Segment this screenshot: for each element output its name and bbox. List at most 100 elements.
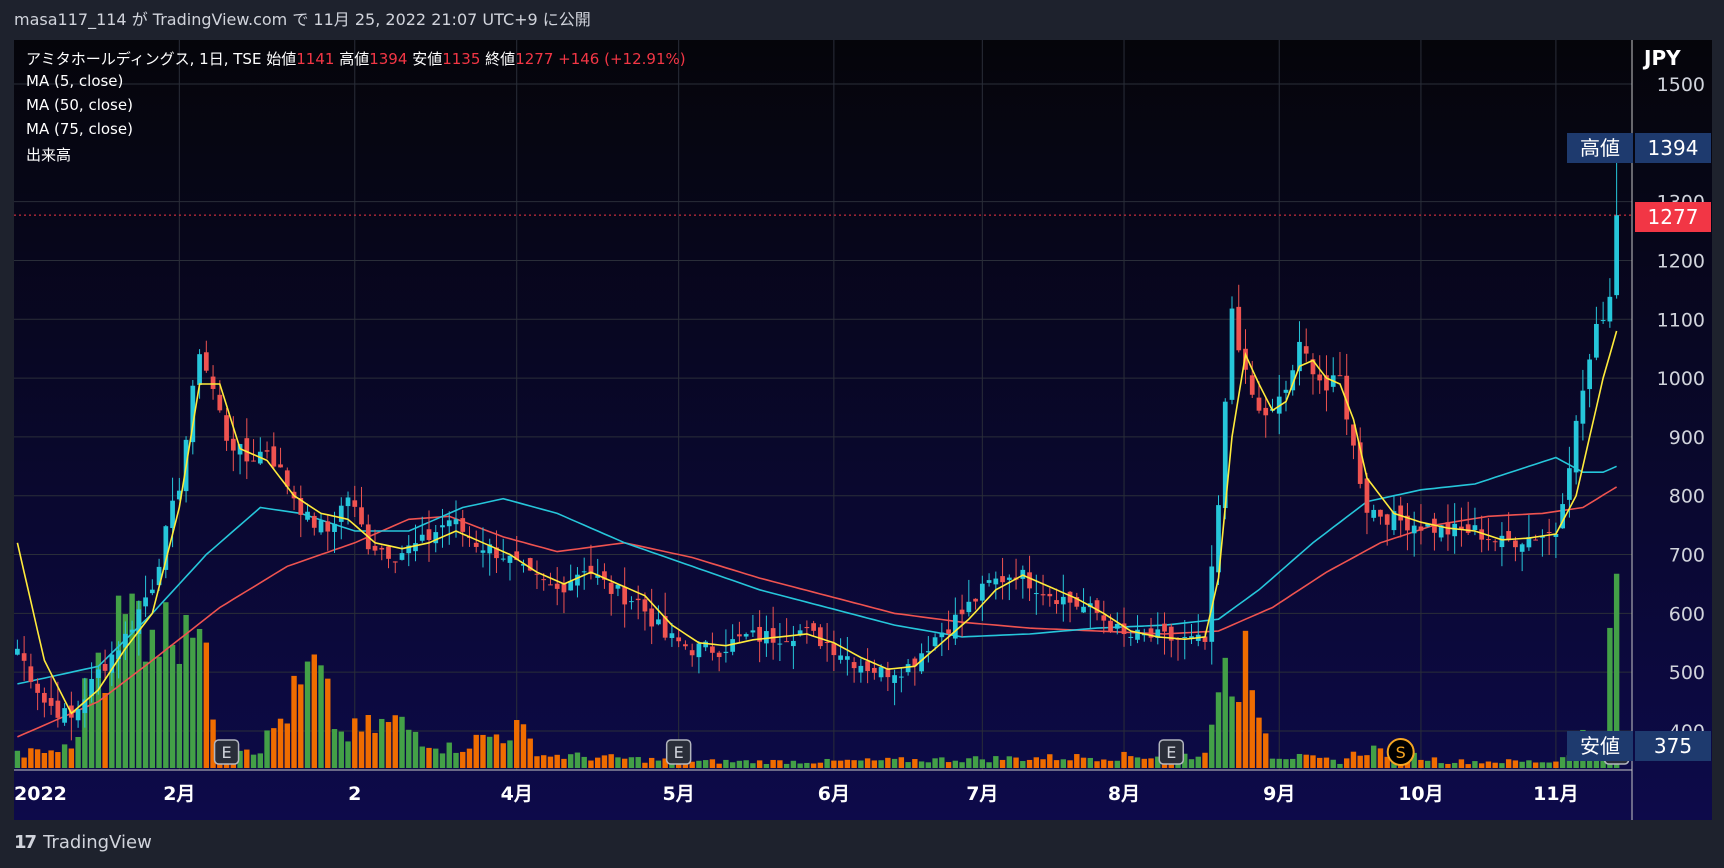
- volume-bar: [844, 759, 851, 768]
- volume-bar: [1546, 762, 1552, 768]
- candle-body: [912, 658, 918, 667]
- volume-bar: [689, 761, 695, 768]
- volume-bar: [615, 757, 621, 768]
- volume-bar: [1539, 762, 1546, 768]
- candle-body: [1027, 572, 1032, 589]
- candle-body: [446, 520, 452, 527]
- legend-high-value: 1394: [369, 50, 408, 68]
- candle-body: [224, 415, 229, 441]
- candle-body: [527, 558, 533, 571]
- candle-body: [1108, 620, 1113, 632]
- volume-bar: [102, 692, 108, 768]
- candle-body: [973, 598, 978, 602]
- volume-bar: [419, 746, 425, 768]
- candle-body: [932, 637, 938, 647]
- volume-bars: [14, 573, 1620, 768]
- candle-body: [946, 629, 951, 634]
- volume-bar: [736, 760, 743, 768]
- candle-body: [1594, 323, 1599, 358]
- volume-bar: [358, 731, 365, 768]
- candle-body: [500, 558, 506, 560]
- candle-body: [197, 354, 202, 385]
- candle-body: [1587, 359, 1592, 390]
- volume-bar: [1202, 752, 1208, 768]
- volume-bar: [331, 729, 338, 768]
- volume-bar: [1323, 757, 1330, 768]
- volume-bar: [1094, 761, 1100, 768]
- candle-body: [608, 582, 614, 594]
- volume-bar: [338, 731, 344, 768]
- candle-body: [791, 640, 796, 647]
- candle-body: [669, 633, 675, 639]
- volume-bar: [1310, 755, 1316, 768]
- legend-low-value: 1135: [442, 50, 481, 68]
- candle-body: [42, 692, 47, 703]
- candle-body: [284, 470, 290, 487]
- volume-bar: [1256, 717, 1262, 768]
- legend-ma5[interactable]: MA (5, close): [26, 72, 124, 90]
- volume-bar: [514, 720, 520, 768]
- volume-bar: [932, 758, 938, 768]
- volume-bar: [763, 764, 770, 768]
- legend-ma50[interactable]: MA (50, close): [26, 96, 133, 114]
- legend-volume[interactable]: 出来高: [26, 146, 72, 164]
- volume-bar: [804, 762, 810, 768]
- candle-body: [345, 497, 351, 507]
- volume-bar: [939, 757, 945, 768]
- candle-body: [1324, 375, 1329, 391]
- candle-body: [629, 601, 634, 603]
- volume-bar: [176, 663, 183, 768]
- volume-bar: [783, 763, 790, 768]
- volume-bar: [1566, 755, 1573, 768]
- volume-bar: [88, 694, 95, 768]
- candle-body: [966, 601, 972, 613]
- legend-close-label: 終値: [485, 50, 516, 68]
- candle-body: [1573, 420, 1579, 473]
- volume-bar: [352, 718, 358, 768]
- volume-bar: [1438, 763, 1444, 768]
- tradingview-logo[interactable]: 17 TradingView: [14, 832, 152, 853]
- volume-bar: [291, 675, 297, 768]
- candle-body: [1236, 306, 1242, 351]
- candle-body: [581, 571, 587, 573]
- candle-body: [1479, 529, 1485, 540]
- volume-bar: [797, 763, 803, 768]
- volume-bar: [1188, 759, 1195, 768]
- volume-bar: [905, 762, 911, 768]
- volume-bar: [561, 758, 567, 768]
- volume-bar: [392, 715, 398, 768]
- candle-body: [190, 385, 196, 443]
- publish-info: masa117_114 が TradingView.com で 11月 25, …: [14, 10, 591, 29]
- candle-body: [62, 708, 67, 723]
- candle-body: [676, 637, 682, 642]
- candle-body: [797, 630, 803, 636]
- volume-bar: [1141, 758, 1147, 768]
- volume-bar: [541, 755, 547, 768]
- volume-bar: [1155, 756, 1161, 768]
- volume-bar: [1067, 760, 1073, 768]
- candle-body: [35, 683, 40, 693]
- volume-bar: [1242, 630, 1249, 768]
- legend-low-label: 安値: [412, 50, 443, 68]
- candle-body: [1384, 514, 1390, 525]
- volume-bar: [304, 661, 311, 768]
- candle-body: [1405, 515, 1410, 531]
- legend-ma75[interactable]: MA (75, close): [26, 120, 133, 138]
- candle-body: [1047, 593, 1053, 597]
- candle-body: [784, 641, 789, 643]
- candle-body: [737, 634, 742, 637]
- volume-bar: [48, 750, 54, 768]
- candle-body: [649, 608, 655, 627]
- volume-bar: [885, 757, 891, 768]
- volume-bar: [817, 762, 824, 768]
- candle-body: [392, 561, 398, 563]
- volume-bar: [1209, 724, 1215, 768]
- price-tick-label: 1100: [1657, 309, 1705, 331]
- price-tick-label: 900: [1669, 427, 1705, 449]
- volume-bar: [1148, 758, 1154, 768]
- candle-body: [959, 609, 965, 615]
- candle-body: [278, 464, 283, 468]
- volume-bar: [709, 759, 716, 768]
- candle-body: [1094, 600, 1100, 613]
